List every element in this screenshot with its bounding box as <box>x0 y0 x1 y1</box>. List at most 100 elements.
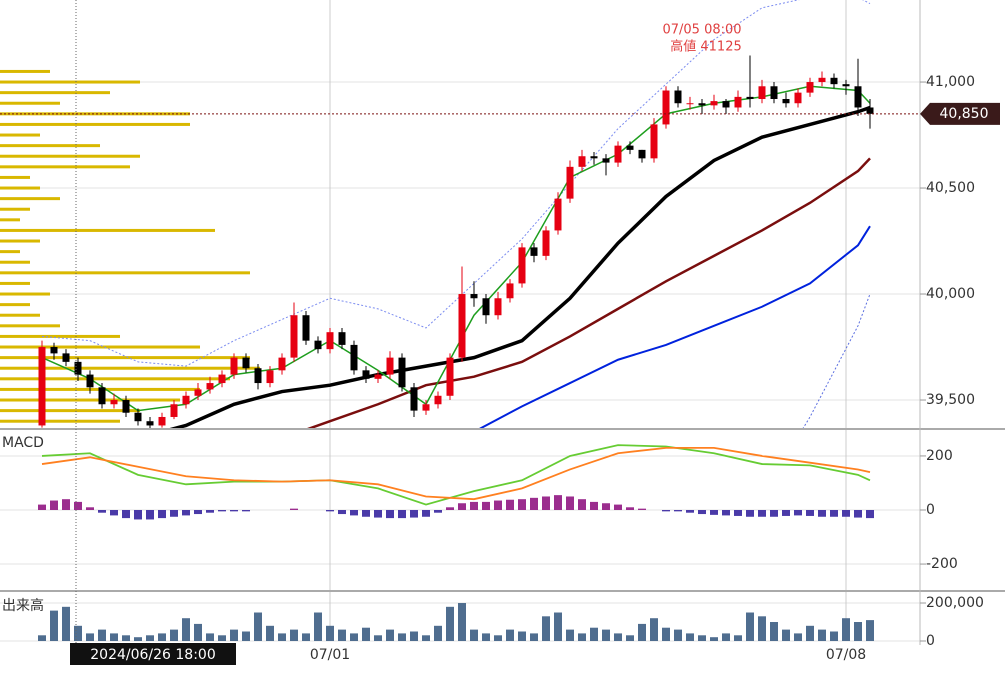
candle-body <box>782 98 790 104</box>
candle-body <box>182 395 190 405</box>
volume-bar <box>338 629 346 641</box>
histogram-bar <box>110 510 118 516</box>
candle-body <box>278 357 286 371</box>
volume-bar <box>182 618 190 641</box>
candle-body <box>746 96 754 99</box>
volume-profile-bar <box>0 122 190 126</box>
line <box>479 225 871 428</box>
y-tick-label: 200 <box>926 448 953 464</box>
volume-bar <box>866 620 874 641</box>
candle-body <box>254 368 262 384</box>
volume-profile-bar <box>0 356 250 360</box>
volume-bar <box>86 633 94 641</box>
volume-bar <box>590 627 598 641</box>
volume-bar <box>374 635 382 641</box>
volume-profile-bar <box>0 133 40 137</box>
candle-body <box>314 340 322 350</box>
volume-bar <box>650 618 658 641</box>
histogram-bar <box>422 510 430 517</box>
volume-bar <box>302 633 310 641</box>
volume-bar <box>626 635 634 641</box>
volume-profile-bar <box>0 69 50 73</box>
histogram-bar <box>158 510 166 519</box>
candle-body <box>362 370 370 379</box>
histogram-bar <box>746 510 754 517</box>
histogram-bar <box>98 510 106 513</box>
volume-profile-bar <box>0 303 30 307</box>
y-tick-label: 0 <box>926 502 935 518</box>
candle-body <box>554 198 562 231</box>
candle-body <box>50 347 58 354</box>
histogram-bar <box>734 510 742 516</box>
volume-bar <box>638 623 646 641</box>
histogram-bar <box>146 510 154 520</box>
volume-bar <box>530 633 538 641</box>
histogram-bar <box>590 501 598 510</box>
candle-body <box>146 421 154 426</box>
candle-body <box>326 332 334 350</box>
candle-body <box>266 370 274 384</box>
volume-profile-bar <box>0 218 20 222</box>
volume-profile-bar <box>0 260 30 264</box>
candle-body <box>698 103 706 106</box>
volume-bar <box>494 635 502 641</box>
volume-bar <box>410 631 418 641</box>
volume-profile-bar <box>0 101 60 105</box>
histogram-bar <box>38 504 46 510</box>
candle-body <box>134 412 142 422</box>
histogram-bar <box>542 496 550 510</box>
histogram-bar <box>794 510 802 516</box>
volume-bar <box>746 612 754 641</box>
candle-body <box>566 166 574 199</box>
candle-body <box>710 101 718 106</box>
volume-profile-bar <box>0 112 190 116</box>
volume-bar <box>254 612 262 641</box>
histogram-bar <box>218 510 226 512</box>
line <box>41 0 871 367</box>
histogram-bar <box>410 510 418 518</box>
volume-bar <box>398 633 406 641</box>
candle-body <box>62 353 70 362</box>
histogram-bar <box>686 510 694 513</box>
volume-bar <box>422 635 430 641</box>
volume-bar <box>854 622 862 641</box>
volume-profile-bar <box>0 366 260 370</box>
candle-body <box>374 374 382 379</box>
histogram-bar <box>86 507 94 510</box>
histogram-bar <box>206 510 214 513</box>
candle-body <box>86 374 94 388</box>
y-tick-label: 39,500 <box>926 392 975 408</box>
candle-body <box>734 96 742 108</box>
histogram-bar <box>494 500 502 510</box>
panel-title: MACD <box>2 435 44 451</box>
histogram-bar <box>662 510 670 512</box>
volume-bar <box>482 633 490 641</box>
candle-body <box>638 149 646 159</box>
volume-profile-bar <box>0 165 130 169</box>
volume-bar <box>566 629 574 641</box>
histogram-bar <box>374 510 382 518</box>
volume-profile-bar <box>0 186 40 190</box>
candle-body <box>686 103 694 105</box>
volume-profile-bar <box>0 271 250 275</box>
candle-body <box>794 92 802 104</box>
histogram-bar <box>578 499 586 510</box>
volume-bar <box>614 633 622 641</box>
candle-body <box>578 156 586 167</box>
candle-body <box>518 247 526 284</box>
histogram-bar <box>830 510 838 517</box>
volume-bar <box>470 629 478 641</box>
volume-bar <box>170 629 178 641</box>
histogram-bar <box>362 510 370 517</box>
volume-bar <box>710 637 718 641</box>
volume-bar <box>554 612 562 641</box>
volume-bar <box>122 635 130 641</box>
histogram-bar <box>758 510 766 517</box>
candle-body <box>194 389 202 396</box>
candle-body <box>674 90 682 104</box>
candle-body <box>602 158 610 163</box>
histogram-bar <box>338 510 346 515</box>
histogram-bar <box>818 510 826 517</box>
